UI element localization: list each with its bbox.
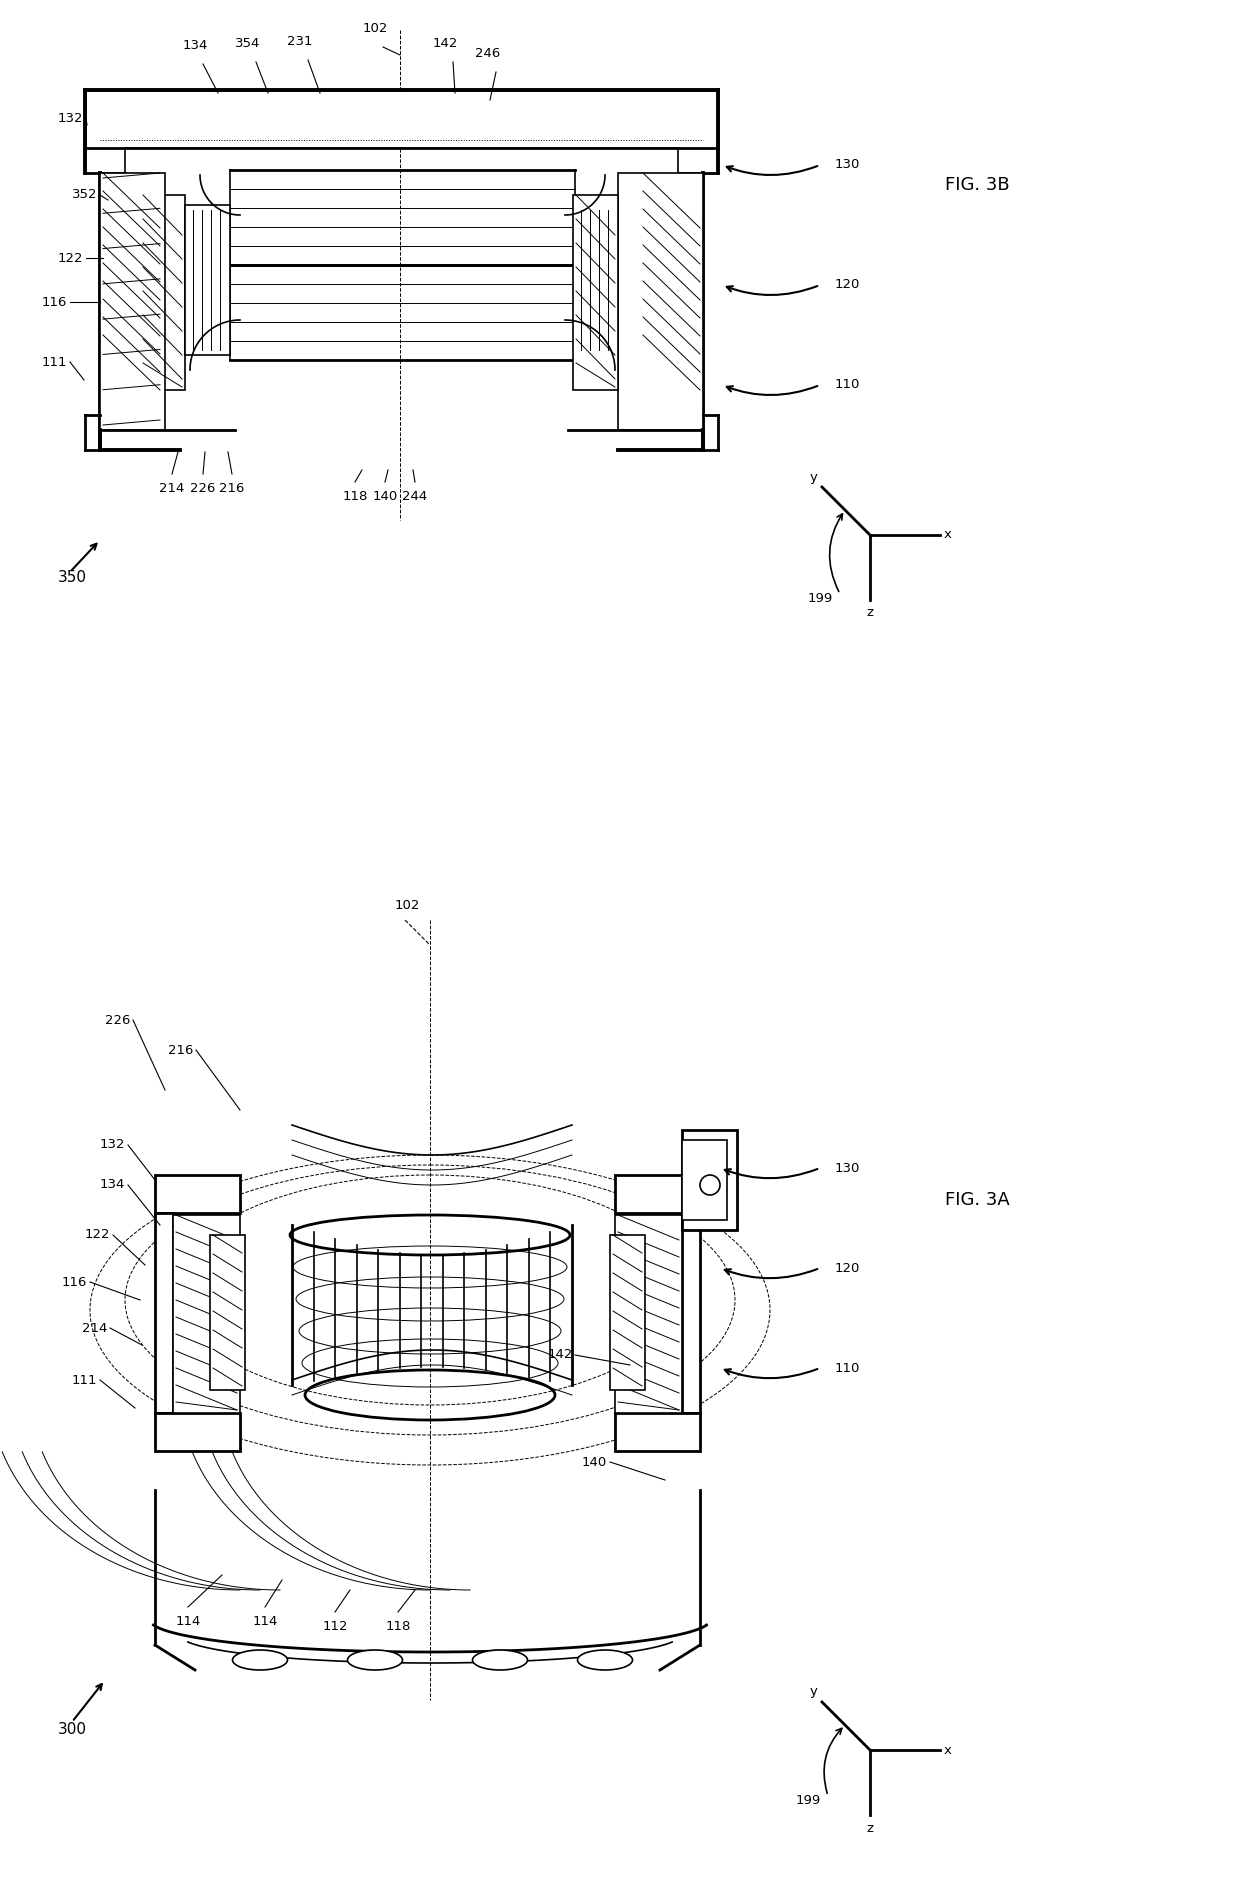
Text: z: z [867,606,873,619]
Text: 134: 134 [100,1179,125,1191]
Bar [618,172,703,430]
Text: 110: 110 [835,379,861,392]
Text: 350: 350 [58,570,87,585]
Text: 352: 352 [72,189,98,201]
Text: 231: 231 [288,34,312,47]
Bar [682,1213,701,1412]
Bar [682,1140,727,1219]
Text: 134: 134 [182,40,207,51]
Text: 118: 118 [386,1620,410,1634]
Text: x: x [944,528,952,541]
Text: 132: 132 [58,112,83,125]
Bar [210,1234,246,1389]
Text: 120: 120 [835,1261,861,1274]
Text: y: y [810,471,818,483]
Text: x: x [944,1743,952,1757]
Bar [155,1412,241,1452]
Bar [140,195,185,390]
Text: 199: 199 [807,591,832,604]
Text: 120: 120 [835,278,861,292]
Text: z: z [867,1821,873,1834]
Text: 226: 226 [105,1013,130,1026]
Text: 130: 130 [835,159,861,172]
Ellipse shape [578,1651,632,1670]
Ellipse shape [233,1651,288,1670]
Text: 199: 199 [795,1793,821,1806]
Bar [155,1213,174,1412]
Text: 114: 114 [252,1615,278,1628]
Text: FIG. 3B: FIG. 3B [945,176,1009,193]
Bar [86,91,718,148]
Text: 300: 300 [58,1723,87,1738]
Text: 102: 102 [362,23,388,34]
Bar [615,1215,682,1412]
Text: 142: 142 [433,38,458,49]
Ellipse shape [472,1651,527,1670]
Text: 132: 132 [100,1138,125,1151]
Text: FIG. 3A: FIG. 3A [945,1191,1009,1210]
Text: 354: 354 [236,38,260,49]
Bar [682,1130,737,1230]
Text: 244: 244 [402,490,428,504]
Text: 110: 110 [835,1361,861,1374]
Text: 216: 216 [219,483,244,494]
Text: 216: 216 [167,1043,193,1056]
Bar [615,1412,701,1452]
Text: 111: 111 [72,1374,98,1386]
Text: 111: 111 [42,356,67,369]
Text: 214: 214 [82,1321,108,1335]
Text: 118: 118 [342,490,368,504]
Text: 116: 116 [42,295,67,309]
Bar [573,195,618,390]
Text: 130: 130 [835,1162,861,1174]
Text: 140: 140 [582,1456,608,1469]
Bar [155,1176,241,1213]
Text: 112: 112 [322,1620,347,1634]
Text: 116: 116 [62,1276,87,1289]
Bar [174,1215,241,1412]
Text: 122: 122 [86,1229,110,1242]
Text: 142: 142 [548,1348,573,1361]
Bar [100,172,165,430]
Text: 114: 114 [175,1615,201,1628]
Text: 140: 140 [372,490,398,504]
Text: 226: 226 [190,483,216,494]
Text: 214: 214 [159,483,185,494]
Text: 122: 122 [58,252,83,265]
Bar [610,1234,645,1389]
Text: 246: 246 [475,47,501,61]
Bar [185,204,229,356]
Ellipse shape [347,1651,403,1670]
Text: 102: 102 [396,899,420,912]
Bar [615,1176,701,1213]
Text: y: y [810,1685,818,1698]
